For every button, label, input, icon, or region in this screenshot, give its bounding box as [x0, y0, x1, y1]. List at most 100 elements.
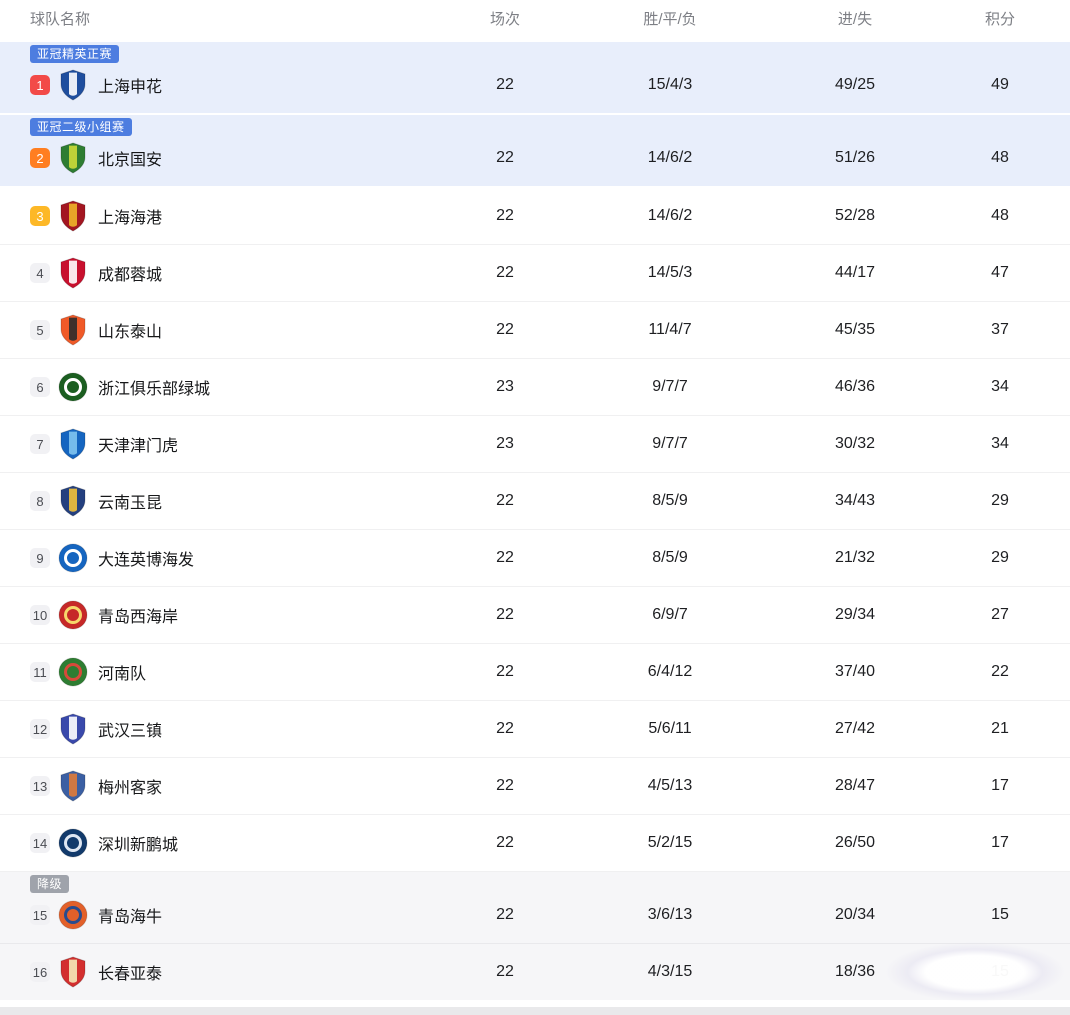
points: 17 [991, 777, 1009, 794]
matches-played: 22 [496, 321, 514, 338]
team-cell: 9 大连英博海发 [0, 538, 430, 578]
win-draw-loss: 3/6/13 [647, 906, 693, 923]
goals-for-against: 52/28 [834, 207, 876, 224]
win-draw-loss: 15/4/3 [647, 76, 693, 93]
table-row[interactable]: 4 成都蓉城 22 14/5/3 44/17 47 [0, 245, 1070, 302]
points: 15 [991, 963, 1009, 980]
matches-played: 22 [496, 492, 514, 509]
team-logo-icon [58, 69, 88, 101]
team-name: 北京国安 [98, 152, 163, 169]
team-name: 武汉三镇 [98, 723, 163, 740]
rank-badge: 11 [30, 662, 50, 682]
table-body: 亚冠精英正赛 1 上海申花 22 15/4/3 49/25 49 亚冠二级小组赛… [0, 42, 1070, 1000]
goals-for-against: 21/32 [834, 549, 876, 566]
goals-for-against: 34/43 [834, 492, 876, 509]
goals-for-against: 46/36 [834, 378, 876, 395]
rank-badge: 15 [30, 905, 50, 925]
matches-played: 22 [496, 549, 514, 566]
rank-badge: 14 [30, 833, 50, 853]
rank-badge: 5 [30, 320, 50, 340]
rank-badge: 8 [30, 491, 50, 511]
team-line: 2 北京国安 [30, 138, 430, 178]
matches-played: 22 [496, 663, 514, 680]
rank-badge: 12 [30, 719, 50, 739]
team-logo-icon [58, 542, 88, 574]
team-line: 11 河南队 [30, 652, 430, 692]
goals-for-against: 29/34 [834, 606, 876, 623]
team-name: 成都蓉城 [98, 267, 163, 284]
table-row[interactable]: 8 云南玉昆 22 8/5/9 34/43 29 [0, 473, 1070, 530]
team-cell: 4 成都蓉城 [0, 253, 430, 293]
team-name: 云南玉昆 [98, 495, 163, 512]
column-header-team: 球队名称 [30, 10, 91, 28]
team-cell: 5 山东泰山 [0, 310, 430, 350]
win-draw-loss: 4/3/15 [647, 963, 693, 980]
points: 29 [991, 549, 1009, 566]
team-cell: 7 天津津门虎 [0, 424, 430, 464]
table-row[interactable]: 13 梅州客家 22 4/5/13 28/47 17 [0, 758, 1070, 815]
team-logo-icon [58, 599, 88, 631]
table-row[interactable]: 11 河南队 22 6/4/12 37/40 22 [0, 644, 1070, 701]
points: 34 [991, 435, 1009, 452]
win-draw-loss: 6/9/7 [652, 606, 688, 623]
matches-played: 22 [496, 207, 514, 224]
team-logo-icon [58, 956, 88, 988]
team-logo-icon [58, 485, 88, 517]
rank-badge: 10 [30, 605, 50, 625]
team-cell: 8 云南玉昆 [0, 481, 430, 521]
matches-played: 22 [496, 720, 514, 737]
table-row[interactable]: 3 上海海港 22 14/6/2 52/28 48 [0, 188, 1070, 245]
goals-for-against: 20/34 [834, 906, 876, 923]
goals-for-against: 27/42 [834, 720, 876, 737]
table-row[interactable]: 14 深圳新鹏城 22 5/2/15 26/50 17 [0, 815, 1070, 872]
win-draw-loss: 9/7/7 [652, 435, 688, 452]
team-line: 8 云南玉昆 [30, 481, 430, 521]
table-row[interactable]: 16 长春亚泰 22 4/3/15 18/36 15 [0, 944, 1070, 1000]
team-line: 10 青岛西海岸 [30, 595, 430, 635]
team-logo-icon [58, 314, 88, 346]
qualification-badge: 亚冠精英正赛 [30, 45, 120, 63]
team-cell: 13 梅州客家 [0, 766, 430, 806]
goals-for-against: 45/35 [834, 321, 876, 338]
goals-for-against: 30/32 [834, 435, 876, 452]
goals-for-against: 28/47 [834, 777, 876, 794]
team-name: 大连英博海发 [98, 552, 195, 569]
table-row[interactable]: 10 青岛西海岸 22 6/9/7 29/34 27 [0, 587, 1070, 644]
matches-played: 22 [496, 76, 514, 93]
team-line: 9 大连英博海发 [30, 538, 430, 578]
table-row[interactable]: 亚冠精英正赛 1 上海申花 22 15/4/3 49/25 49 [0, 42, 1070, 115]
table-row[interactable]: 7 天津津门虎 23 9/7/7 30/32 34 [0, 416, 1070, 473]
table-row[interactable]: 12 武汉三镇 22 5/6/11 27/42 21 [0, 701, 1070, 758]
win-draw-loss: 9/7/7 [652, 378, 688, 395]
points: 48 [991, 149, 1009, 166]
goals-for-against: 37/40 [834, 663, 876, 680]
table-row[interactable]: 降级 15 青岛海牛 22 3/6/13 20/34 15 [0, 872, 1070, 944]
matches-played: 22 [496, 149, 514, 166]
table-row[interactable]: 亚冠二级小组赛 2 北京国安 22 14/6/2 51/26 48 [0, 115, 1070, 188]
matches-played: 22 [496, 606, 514, 623]
team-line: 13 梅州客家 [30, 766, 430, 806]
column-header-goals: 进/失 [837, 10, 873, 28]
points: 17 [991, 834, 1009, 851]
team-logo-icon [58, 371, 88, 403]
qualification-badge: 亚冠二级小组赛 [30, 118, 132, 136]
team-logo-icon [58, 142, 88, 174]
points: 37 [991, 321, 1009, 338]
team-line: 14 深圳新鹏城 [30, 823, 430, 863]
rank-badge: 7 [30, 434, 50, 454]
table-row[interactable]: 9 大连英博海发 22 8/5/9 21/32 29 [0, 530, 1070, 587]
matches-played: 22 [496, 834, 514, 851]
win-draw-loss: 14/6/2 [647, 207, 693, 224]
goals-for-against: 18/36 [834, 963, 876, 980]
table-row[interactable]: 5 山东泰山 22 11/4/7 45/35 37 [0, 302, 1070, 359]
team-cell: 16 长春亚泰 [0, 952, 430, 992]
win-draw-loss: 8/5/9 [652, 492, 688, 509]
win-draw-loss: 11/4/7 [648, 321, 692, 338]
team-name: 上海海港 [98, 210, 163, 227]
table-row[interactable]: 6 浙江俱乐部绿城 23 9/7/7 46/36 34 [0, 359, 1070, 416]
matches-played: 22 [496, 264, 514, 281]
team-cell: 亚冠精英正赛 1 上海申花 [0, 45, 430, 105]
matches-played: 22 [496, 906, 514, 923]
goals-for-against: 49/25 [834, 76, 876, 93]
